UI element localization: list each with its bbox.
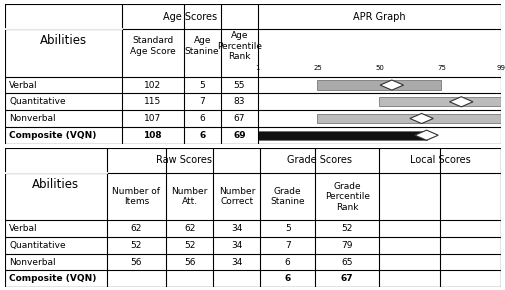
Text: Local Scores: Local Scores: [409, 155, 470, 165]
Bar: [379, 97, 500, 106]
Text: Verbal: Verbal: [9, 224, 37, 233]
Text: 67: 67: [340, 274, 353, 283]
Text: 99: 99: [495, 65, 504, 71]
Polygon shape: [379, 80, 403, 90]
Text: Grade Scores: Grade Scores: [287, 155, 352, 165]
Polygon shape: [409, 113, 432, 124]
Text: Composite (VQN): Composite (VQN): [9, 274, 96, 283]
Polygon shape: [448, 97, 472, 107]
Text: 34: 34: [231, 224, 242, 233]
Text: 6: 6: [199, 114, 205, 123]
Text: 6: 6: [198, 131, 205, 140]
Polygon shape: [414, 130, 437, 140]
Bar: [317, 81, 440, 90]
Text: Age
Stanine: Age Stanine: [184, 37, 219, 56]
Text: 67: 67: [233, 114, 244, 123]
Text: 56: 56: [130, 258, 142, 267]
Text: Verbal: Verbal: [9, 81, 37, 90]
Text: Quantitative: Quantitative: [9, 241, 66, 250]
Text: Number
Att.: Number Att.: [171, 187, 208, 206]
Text: Quantitative: Quantitative: [9, 97, 66, 106]
Text: 1: 1: [255, 65, 260, 71]
Text: 55: 55: [233, 81, 244, 90]
Bar: [258, 130, 426, 140]
Text: 56: 56: [184, 258, 195, 267]
Text: 25: 25: [313, 65, 321, 71]
Text: 65: 65: [341, 258, 352, 267]
Text: Nonverbal: Nonverbal: [9, 258, 56, 267]
Text: 34: 34: [231, 258, 242, 267]
Text: 107: 107: [144, 114, 161, 123]
Text: APR Graph: APR Graph: [352, 12, 405, 22]
Text: 50: 50: [374, 65, 383, 71]
Text: Number
Correct: Number Correct: [218, 187, 255, 206]
Text: 5: 5: [284, 224, 290, 233]
Text: 115: 115: [144, 97, 161, 106]
Text: 52: 52: [184, 241, 195, 250]
Text: 102: 102: [144, 81, 161, 90]
Text: 52: 52: [341, 224, 352, 233]
Text: 7: 7: [199, 97, 205, 106]
Text: 34: 34: [231, 241, 242, 250]
Text: 62: 62: [130, 224, 142, 233]
Bar: [317, 114, 500, 123]
Text: Number of
Items: Number of Items: [112, 187, 160, 206]
Text: Nonverbal: Nonverbal: [9, 114, 56, 123]
Text: 62: 62: [184, 224, 195, 233]
Text: Grade
Percentile
Rank: Grade Percentile Rank: [324, 182, 369, 211]
Text: 7: 7: [284, 241, 290, 250]
Text: 79: 79: [341, 241, 352, 250]
Text: Composite (VQN): Composite (VQN): [9, 131, 96, 140]
Text: 75: 75: [436, 65, 445, 71]
Text: Grade
Stanine: Grade Stanine: [270, 187, 305, 206]
Text: 69: 69: [233, 131, 245, 140]
Text: 5: 5: [199, 81, 205, 90]
Text: Abilities: Abilities: [40, 34, 87, 47]
Text: Raw Scores: Raw Scores: [155, 155, 211, 165]
Text: 108: 108: [143, 131, 162, 140]
Text: 52: 52: [130, 241, 142, 250]
Text: Age
Percentile
Rank: Age Percentile Rank: [217, 31, 262, 61]
Text: Standard
Age Score: Standard Age Score: [129, 37, 175, 56]
Text: Age Scores: Age Scores: [163, 12, 217, 22]
Text: 83: 83: [233, 97, 244, 106]
Text: Abilities: Abilities: [32, 177, 79, 191]
Text: 6: 6: [284, 258, 290, 267]
Text: 6: 6: [284, 274, 290, 283]
